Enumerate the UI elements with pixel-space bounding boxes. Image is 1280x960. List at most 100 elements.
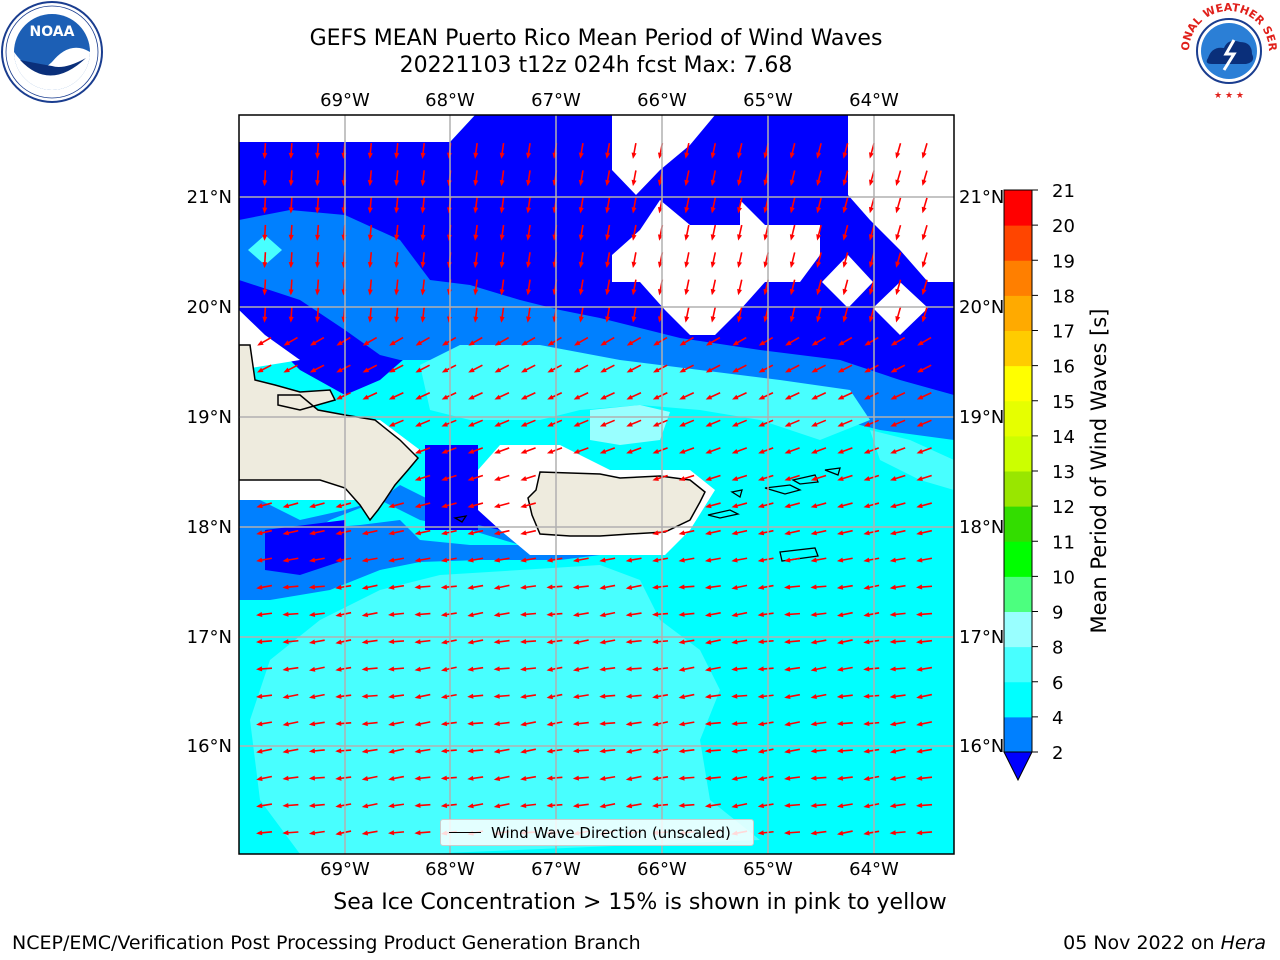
wind-wave-arrow — [520, 447, 536, 454]
colorbar-segment — [1004, 716, 1032, 753]
wind-wave-arrow — [732, 364, 747, 373]
wind-wave-arrow — [605, 224, 611, 241]
wind-wave-arrow — [810, 693, 827, 700]
wind-wave-arrow — [493, 612, 510, 618]
wind-wave-arrow — [572, 803, 589, 809]
wind-wave-arrow — [282, 557, 299, 563]
wind-wave-arrow — [784, 721, 801, 727]
wind-wave-arrow — [420, 306, 426, 323]
wind-wave-arrow — [494, 447, 510, 454]
wind-wave-arrow — [810, 639, 827, 645]
wind-wave-arrow — [784, 693, 801, 700]
wind-wave-arrow — [520, 557, 537, 563]
wind-wave-arrow — [889, 721, 906, 727]
wind-wave-arrow — [731, 474, 748, 481]
wind-wave-arrow — [361, 529, 378, 536]
wind-wave-arrow — [493, 775, 510, 781]
wind-wave-arrow — [784, 611, 801, 617]
wind-wave-arrow — [705, 392, 721, 400]
wind-wave-arrow — [309, 364, 325, 373]
wind-wave-arrow — [578, 224, 584, 241]
colorbar-segment — [1004, 646, 1032, 683]
wind-wave-arrow — [467, 474, 484, 481]
colorbar-segment — [1004, 365, 1032, 402]
wind-wave-arrow — [836, 830, 853, 836]
wind-wave-arrow — [784, 639, 801, 645]
wind-wave-arrow — [520, 611, 537, 617]
wind-wave-arrow — [653, 364, 668, 373]
wind-wave-arrow — [473, 279, 479, 296]
wind-wave-arrow — [367, 170, 373, 187]
wind-wave-arrow — [499, 224, 505, 241]
wind-wave-arrow — [361, 721, 378, 727]
wind-wave-arrow — [916, 529, 933, 536]
wind-wave-arrow — [282, 639, 299, 645]
wind-wave-arrow — [811, 336, 826, 346]
wind-wave-arrow — [837, 419, 853, 427]
wind-wave-arrow — [758, 336, 774, 346]
wind-wave-arrow — [916, 502, 932, 509]
nws-logo-icon: NATIONAL WEATHER SERVICE ★ ★ ★ — [1178, 0, 1279, 101]
hispaniola-land — [239, 344, 420, 522]
wind-wave-arrow — [705, 447, 721, 454]
wind-wave-arrow — [625, 775, 642, 781]
wind-wave-arrow — [684, 279, 690, 296]
wind-wave-arrow — [704, 748, 721, 754]
wind-wave-arrow — [283, 364, 298, 373]
wind-wave-arrow — [810, 447, 827, 454]
wind-wave-arrow — [467, 611, 484, 618]
wind-wave-arrow — [467, 639, 484, 645]
wind-wave-arrow — [308, 721, 325, 727]
no-data-white-west — [239, 310, 300, 370]
period-2-4-midblue-region-west — [239, 485, 560, 560]
wind-wave-arrow — [288, 224, 294, 241]
wind-wave-arrow — [388, 529, 405, 536]
wind-wave-arrow — [493, 502, 510, 509]
wind-wave-arrow — [257, 336, 272, 346]
wind-wave-arrow — [335, 584, 352, 590]
wind-wave-arrow — [863, 693, 880, 699]
wind-wave-arrow — [335, 502, 352, 509]
wind-wave-arrow — [335, 666, 352, 672]
wind-wave-arrow — [890, 336, 906, 346]
wind-wave-arrow — [678, 721, 695, 727]
wind-wave-arrow — [520, 419, 536, 427]
wind-wave-arrow — [784, 748, 801, 754]
wind-wave-arrow — [705, 529, 721, 536]
wind-wave-arrow — [705, 419, 721, 427]
wind-wave-arrow — [388, 830, 405, 836]
wind-wave-arrow — [388, 639, 405, 645]
wind-wave-arrow — [810, 529, 827, 536]
wind-wave-arrow — [526, 142, 532, 159]
wind-wave-arrow — [468, 392, 483, 400]
wind-wave-arrow — [678, 611, 695, 617]
wind-wave-arrow — [282, 802, 299, 808]
wind-wave-arrow — [652, 748, 669, 754]
latitude-label: 16°N — [187, 736, 232, 757]
footer-host: Hera — [1220, 932, 1266, 954]
wind-wave-arrow — [315, 279, 321, 296]
wind-wave-arrow — [678, 639, 695, 645]
wind-wave-arrow — [631, 252, 637, 269]
wind-wave-arrow — [895, 197, 902, 214]
wind-wave-arrow — [710, 170, 717, 187]
wind-wave-arrow — [367, 142, 373, 159]
wind-wave-arrow — [467, 584, 484, 590]
no-data-white-top — [612, 115, 715, 195]
wind-wave-arrow — [684, 142, 690, 159]
wind-wave-arrow — [836, 639, 853, 645]
wind-wave-arrow — [864, 364, 879, 373]
wind-wave-arrow — [414, 474, 431, 481]
longitude-label: 66°W — [637, 859, 687, 880]
wind-wave-arrow — [361, 775, 378, 781]
colorbar-tick-label: 6 — [1052, 673, 1063, 694]
wind-wave-arrow — [467, 748, 484, 754]
wind-wave-arrow — [895, 143, 902, 159]
wind-wave-arrow — [889, 666, 906, 672]
wind-wave-arrow — [361, 584, 378, 590]
colorbar-tick-label: 15 — [1052, 392, 1075, 413]
wind-wave-arrow — [599, 639, 616, 645]
wind-wave-arrow — [757, 693, 774, 699]
wind-wave-arrow — [493, 639, 510, 645]
wind-wave-arrow — [789, 197, 796, 214]
